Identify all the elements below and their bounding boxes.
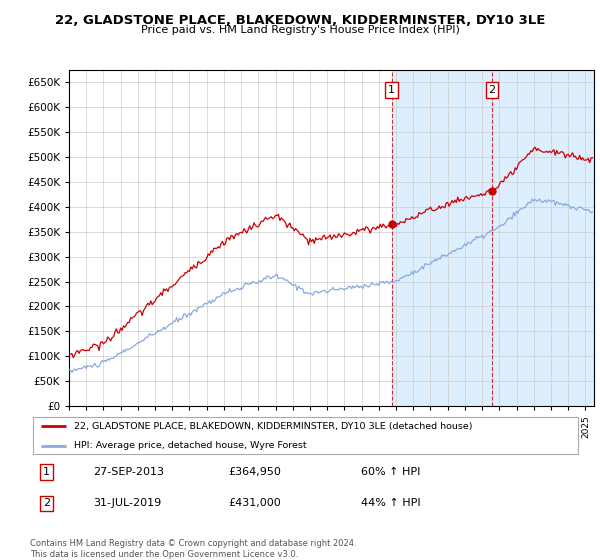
Text: 22, GLADSTONE PLACE, BLAKEDOWN, KIDDERMINSTER, DY10 3LE: 22, GLADSTONE PLACE, BLAKEDOWN, KIDDERMI…: [55, 14, 545, 27]
Text: 31-JUL-2019: 31-JUL-2019: [94, 498, 162, 508]
Text: 2: 2: [43, 498, 50, 508]
Text: 1: 1: [43, 467, 50, 477]
Text: £431,000: £431,000: [229, 498, 281, 508]
FancyBboxPatch shape: [33, 417, 578, 454]
Text: Contains HM Land Registry data © Crown copyright and database right 2024.
This d: Contains HM Land Registry data © Crown c…: [30, 539, 356, 559]
Text: 44% ↑ HPI: 44% ↑ HPI: [361, 498, 421, 508]
Bar: [492, 70, 594, 406]
Text: 1: 1: [388, 85, 395, 95]
Text: 27-SEP-2013: 27-SEP-2013: [94, 467, 164, 477]
Text: Price paid vs. HM Land Registry's House Price Index (HPI): Price paid vs. HM Land Registry's House …: [140, 25, 460, 35]
Text: 22, GLADSTONE PLACE, BLAKEDOWN, KIDDERMINSTER, DY10 3LE (detached house): 22, GLADSTONE PLACE, BLAKEDOWN, KIDDERMI…: [74, 422, 473, 431]
Text: HPI: Average price, detached house, Wyre Forest: HPI: Average price, detached house, Wyre…: [74, 441, 307, 450]
Text: £364,950: £364,950: [229, 467, 281, 477]
Text: 2: 2: [488, 85, 496, 95]
Text: 60% ↑ HPI: 60% ↑ HPI: [361, 467, 421, 477]
Bar: [392, 70, 492, 406]
